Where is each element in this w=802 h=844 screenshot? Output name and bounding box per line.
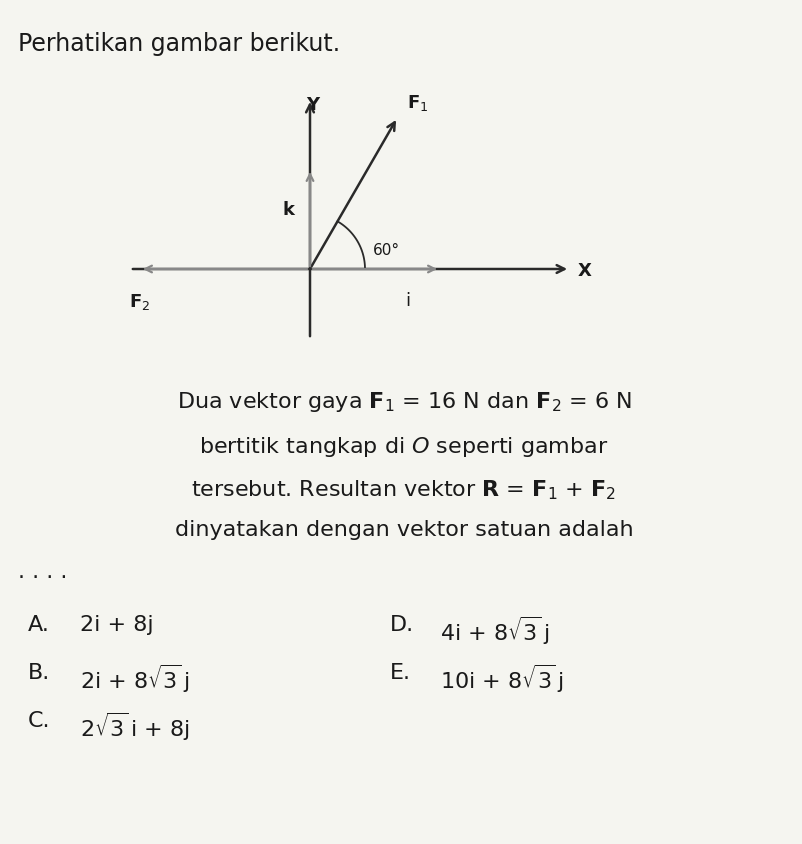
Text: Perhatikan gambar berikut.: Perhatikan gambar berikut. bbox=[18, 32, 340, 56]
Text: bertitik tangkap di $O$ seperti gambar: bertitik tangkap di $O$ seperti gambar bbox=[199, 435, 608, 458]
Text: 60°: 60° bbox=[373, 243, 399, 258]
Text: E.: E. bbox=[390, 663, 411, 682]
Text: X: X bbox=[577, 262, 591, 279]
Text: . . . .: . . . . bbox=[18, 561, 67, 582]
Text: i: i bbox=[404, 292, 410, 310]
Text: B.: B. bbox=[28, 663, 51, 682]
Text: $\mathbf{F}_1$: $\mathbf{F}_1$ bbox=[407, 94, 428, 113]
Text: 2$\sqrt{3}\,$i + 8j: 2$\sqrt{3}\,$i + 8j bbox=[80, 710, 189, 743]
Text: tersebut. Resultan vektor $\mathbf{R}$ = $\mathbf{F}_1$ + $\mathbf{F}_2$: tersebut. Resultan vektor $\mathbf{R}$ =… bbox=[191, 478, 616, 501]
Text: 4i + 8$\sqrt{3}\,$j: 4i + 8$\sqrt{3}\,$j bbox=[439, 614, 549, 647]
Text: 10i + 8$\sqrt{3}\,$j: 10i + 8$\sqrt{3}\,$j bbox=[439, 663, 563, 695]
Text: $\mathbf{F}_2$: $\mathbf{F}_2$ bbox=[129, 292, 151, 311]
Text: $\mathbf{k}$: $\mathbf{k}$ bbox=[282, 201, 296, 219]
Text: Dua vektor gaya $\mathbf{F}_1$ = 16 N dan $\mathbf{F}_2$ = 6 N: Dua vektor gaya $\mathbf{F}_1$ = 16 N da… bbox=[176, 390, 630, 414]
Text: C.: C. bbox=[28, 710, 51, 730]
Text: A.: A. bbox=[28, 614, 50, 634]
Text: 2i + 8j: 2i + 8j bbox=[80, 614, 153, 634]
Text: D.: D. bbox=[390, 614, 414, 634]
Text: 2i + 8$\sqrt{3}\,$j: 2i + 8$\sqrt{3}\,$j bbox=[80, 663, 189, 695]
Text: Y: Y bbox=[306, 96, 319, 114]
Text: dinyatakan dengan vektor satuan adalah: dinyatakan dengan vektor satuan adalah bbox=[175, 519, 633, 539]
